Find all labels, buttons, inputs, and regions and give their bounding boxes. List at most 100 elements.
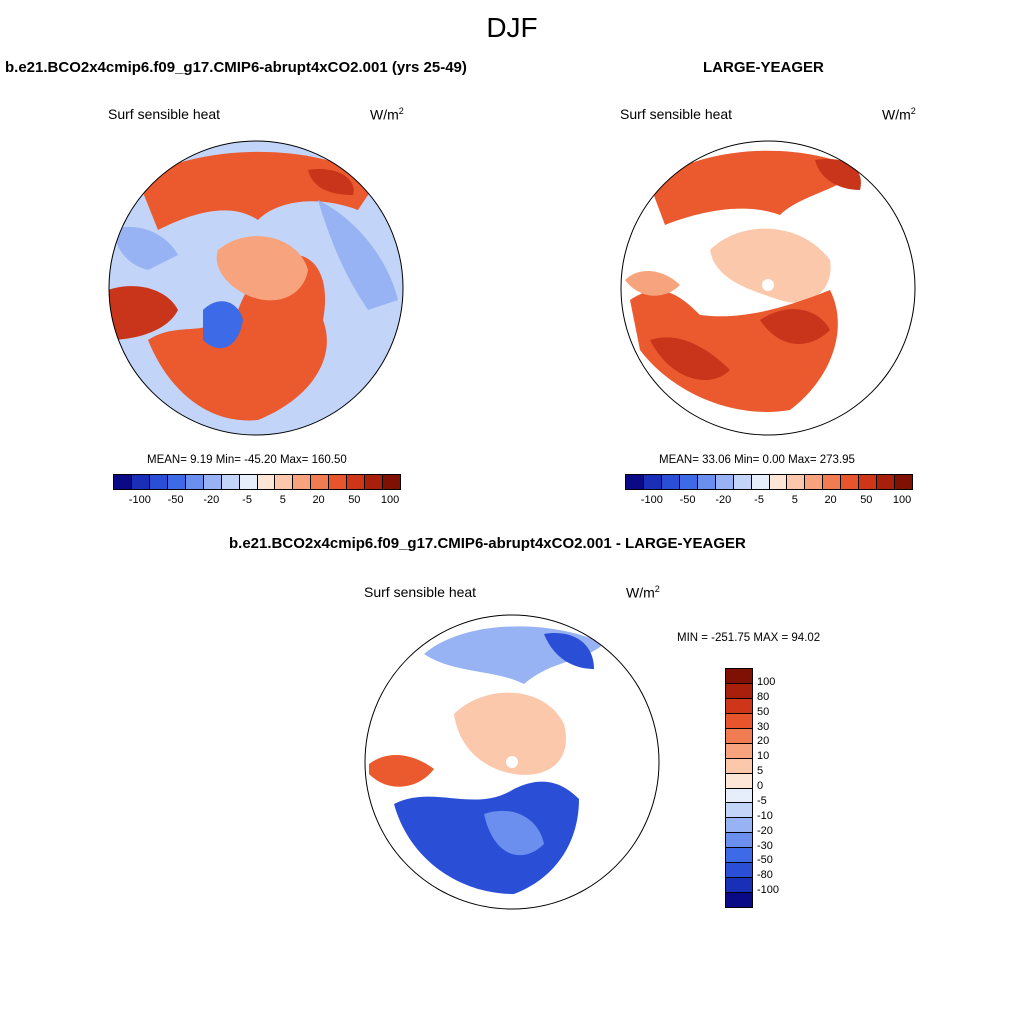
colorbar-tick-label: 5 — [757, 765, 764, 778]
colorbar-tick-label: 50 — [860, 494, 873, 506]
colorbar-swatch — [726, 742, 752, 758]
colorbar-tick-label: -10 — [757, 809, 773, 822]
colorbar-swatch — [310, 475, 329, 489]
colorbar-tick-label: 20 — [757, 735, 770, 748]
case-stats-text: MEAN= 9.19 Min= -45.20 Max= 160.50 — [147, 454, 347, 466]
colorbar-tick-label: -5 — [754, 494, 764, 506]
case-map-field-blue — [203, 301, 243, 349]
colorbar-swatch — [202, 475, 221, 489]
reference-map-field-salmon — [625, 270, 680, 296]
colorbar-tick-label: 100 — [892, 494, 912, 506]
colorbar-tick-label: -20 — [203, 494, 220, 506]
colorbar-swatch — [678, 475, 697, 489]
colorbar-tick-label: -50 — [679, 494, 696, 506]
colorbar-swatch — [768, 475, 787, 489]
colorbar-swatch — [184, 475, 203, 489]
colorbar-tick-label: 30 — [757, 720, 770, 733]
reference-map-boundary — [620, 140, 916, 436]
colorbar-swatch — [714, 475, 733, 489]
colorbar-swatch — [660, 475, 679, 489]
colorbar-tick-label: -20 — [715, 494, 732, 506]
colorbar-tick-label: 50 — [757, 705, 770, 718]
case-polar-map — [108, 140, 404, 436]
colorbar-swatch — [148, 475, 167, 489]
colorbar-swatch — [786, 475, 805, 489]
colorbar-swatch — [364, 475, 383, 489]
colorbar-tick-label: 50 — [348, 494, 361, 506]
case-units-label: W/m2 — [370, 106, 404, 123]
colorbar-swatch — [726, 712, 752, 728]
difference-map-pole-hole — [506, 756, 518, 768]
colorbar-tick-label: -100 — [128, 494, 151, 506]
colorbar-swatch — [822, 475, 841, 489]
colorbar-swatch — [726, 669, 752, 683]
reference-units-label: W/m2 — [882, 106, 916, 123]
difference-variable-label: Surf sensible heat — [364, 584, 477, 600]
colorbar-tick-label: 10 — [757, 750, 770, 763]
colorbar-tick-label: -5 — [757, 794, 767, 807]
reference-map-field-cream — [710, 228, 831, 303]
colorbar-tick-label: 5 — [279, 494, 286, 506]
colorbar-swatch — [858, 475, 877, 489]
reference-stats-text: MEAN= 33.06 Min= 0.00 Max= 273.95 — [659, 454, 855, 466]
case-map-field-darkred — [308, 169, 354, 195]
colorbar-tick-label: 80 — [757, 690, 770, 703]
colorbar-swatch — [726, 862, 752, 878]
case-variable-label: Surf sensible heat — [108, 106, 221, 122]
colorbar-swatch — [346, 475, 365, 489]
colorbar-tick-label: -80 — [757, 869, 773, 882]
case-map-field-salmon — [216, 236, 308, 301]
colorbar-tick-label: 100 — [757, 675, 776, 688]
colorbar-swatch — [166, 475, 185, 489]
colorbar-tick-label: 5 — [791, 494, 798, 506]
reference-map-pole-hole — [762, 279, 774, 291]
colorbar-swatch — [804, 475, 823, 489]
colorbar-tick-label: -5 — [242, 494, 252, 506]
difference-map-field-red — [369, 754, 434, 787]
colorbar-swatch — [696, 475, 715, 489]
difference-map-field-midblue — [484, 810, 544, 856]
colorbar-swatch — [726, 817, 752, 833]
colorbar-swatch — [840, 475, 859, 489]
colorbar-swatch — [726, 877, 752, 893]
difference-map-field-dkblue — [544, 633, 594, 669]
reference-map-field-darkred — [760, 309, 830, 344]
difference-colorbar-ticks: 100 80 50 30 20 10 5 0 -5 -10 -20 -30 -50 -80 -100 — [757, 668, 797, 908]
colorbar-swatch — [726, 787, 752, 803]
reference-colorbar-ticks: -100 -50 -20 -5 5 20 50 100 — [625, 494, 913, 508]
colorbar-swatch — [726, 727, 752, 743]
colorbar-swatch — [220, 475, 239, 489]
colorbar-swatch — [726, 832, 752, 848]
difference-map-boundary — [364, 614, 660, 910]
colorbar-tick-label: -50 — [167, 494, 184, 506]
colorbar-tick-label: 0 — [757, 780, 764, 792]
colorbar-swatch — [114, 475, 131, 489]
colorbar-swatch — [726, 697, 752, 713]
colorbar-tick-label: -100 — [757, 884, 780, 897]
colorbar-tick-label: -20 — [757, 824, 773, 837]
reference-panel-title: LARGE-YEAGER — [703, 59, 824, 76]
reference-map-field-red — [650, 150, 860, 225]
colorbar-swatch — [642, 475, 661, 489]
colorbar-tick-label: 20 — [824, 494, 837, 506]
difference-map-field-cream — [454, 692, 566, 775]
colorbar-swatch — [238, 475, 257, 489]
colorbar-swatch — [732, 475, 751, 489]
colorbar-swatch — [750, 475, 769, 489]
difference-panel-title: b.e21.BCO2x4cmip6.f09_g17.CMIP6-abrupt4x… — [229, 535, 746, 552]
colorbar-tick-label: 100 — [380, 494, 400, 506]
colorbar-swatch — [382, 475, 400, 489]
case-panel-title: b.e21.BCO2x4cmip6.f09_g17.CMIP6-abrupt4x… — [5, 59, 467, 76]
colorbar-swatch — [626, 475, 643, 489]
case-map-field-ltblue — [318, 200, 398, 310]
colorbar-swatch — [256, 475, 275, 489]
case-map-field-red — [109, 286, 178, 340]
colorbar-swatch — [726, 892, 752, 907]
colorbar-swatch — [726, 682, 752, 698]
reference-polar-map — [620, 140, 916, 436]
colorbar-tick-label: -50 — [757, 854, 773, 867]
colorbar-tick-label: 20 — [312, 494, 325, 506]
colorbar-swatch — [726, 757, 752, 773]
colorbar-tick-label: -100 — [640, 494, 663, 506]
reference-colorbar — [625, 474, 913, 490]
